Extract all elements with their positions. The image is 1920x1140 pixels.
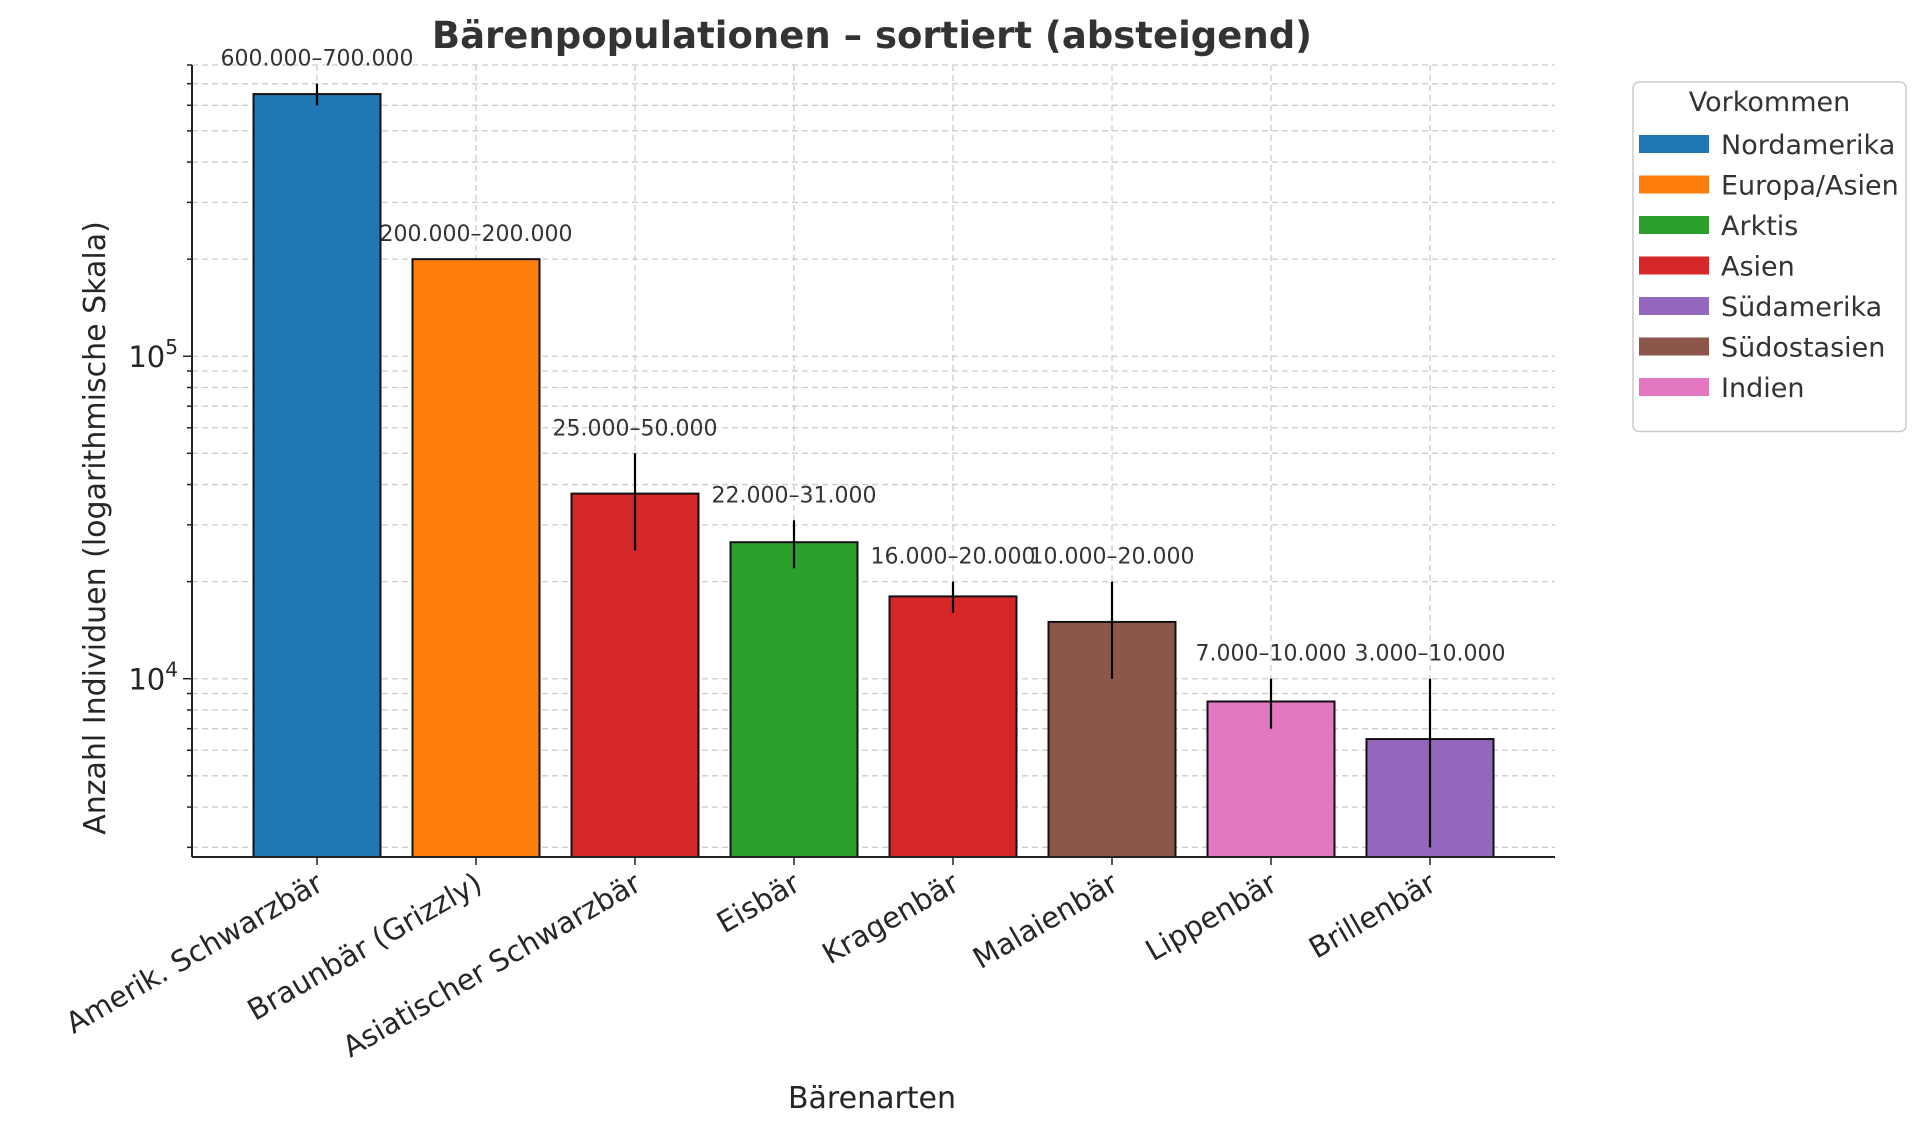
- x-axis-label: Bärenarten: [788, 1081, 956, 1116]
- data-label: 25.000–50.000: [553, 416, 718, 441]
- legend-swatch: [1639, 378, 1709, 396]
- legend-title: Vorkommen: [1689, 87, 1851, 118]
- legend-entry-label: Südostasien: [1721, 333, 1885, 364]
- grid: [192, 64, 1555, 857]
- legend: Vorkommen Nordamerika Europa/Asien Arktis As…: [1632, 81, 1907, 433]
- legend-swatch: [1639, 297, 1709, 315]
- y-tick-label: 105: [128, 335, 178, 374]
- bars: [252, 83, 1495, 859]
- y-tick-label: 104: [128, 658, 178, 697]
- data-label: 16.000–20.000: [871, 545, 1036, 570]
- legend-swatch: [1639, 216, 1709, 234]
- data-label: 600.000–700.000: [221, 47, 414, 72]
- x-tick-label: Lippenbär: [1140, 866, 1283, 968]
- bar: [411, 258, 541, 858]
- legend-swatch: [1639, 337, 1709, 356]
- data-label: 7.000–10.000: [1196, 642, 1347, 667]
- bar: [888, 595, 1018, 859]
- x-tick-label: Brillenbär: [1303, 866, 1442, 966]
- x-tick-label: Malaienbär: [967, 866, 1123, 976]
- legend-swatch: [1639, 135, 1709, 153]
- x-tick-label: Amerik. Schwarzbär: [60, 866, 329, 1041]
- data-label: 3.000–10.000: [1355, 642, 1506, 667]
- legend-entry-label: Südamerika: [1721, 292, 1882, 323]
- legend-entry-label: Europa/Asien: [1721, 171, 1899, 202]
- legend-entry-label: Indien: [1721, 373, 1804, 404]
- legend-entry-label: Arktis: [1721, 211, 1798, 242]
- axes: [183, 64, 1555, 865]
- x-tick-label: Asiatischer Schwarzbär: [337, 866, 647, 1065]
- bar: [252, 93, 382, 858]
- legend-entry-label: Nordamerika: [1721, 130, 1895, 161]
- legend-swatch: [1639, 175, 1709, 194]
- data-label: 10.000–20.000: [1030, 545, 1195, 570]
- data-label: 22.000–31.000: [712, 483, 877, 508]
- chart-title: Bärenpopulationen – sortiert (absteigend…: [432, 14, 1312, 57]
- legend-swatch: [1639, 256, 1709, 275]
- y-axis-label: Anzahl Individuen (logarithmische Skala): [78, 221, 113, 835]
- data-label: 200.000–200.000: [380, 222, 573, 247]
- x-tick-label: Kragenbär: [816, 866, 964, 971]
- bar: [729, 541, 859, 858]
- legend-entry-label: Asien: [1721, 252, 1795, 283]
- x-tick-label: Eisbär: [711, 866, 806, 940]
